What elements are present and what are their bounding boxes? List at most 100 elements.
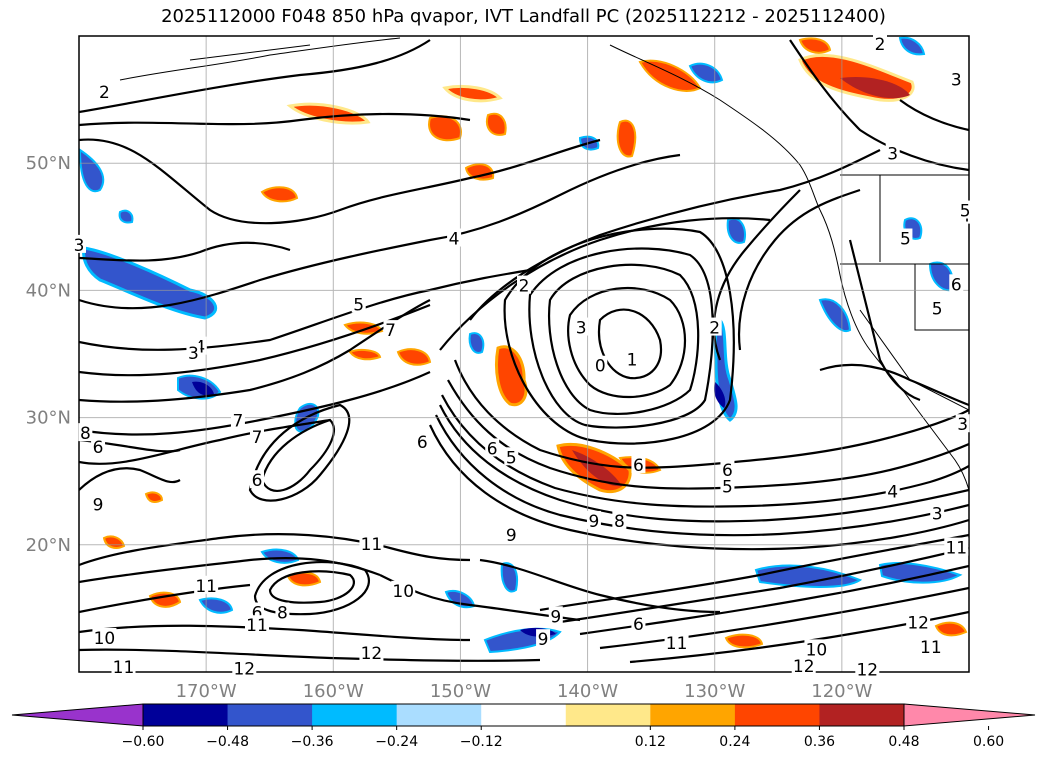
contour-label: 11	[918, 636, 943, 658]
lon-tick-label: 120°W	[811, 681, 872, 702]
contour-label-bg	[631, 454, 646, 473]
contour-label-bg	[504, 447, 519, 466]
lon-tick-label: 170°W	[176, 681, 237, 702]
contour-label-text: 6	[487, 439, 498, 459]
contour-line	[79, 112, 471, 127]
colorbar-frame	[142, 703, 905, 727]
contour-line	[453, 359, 969, 469]
contour-label-bg	[548, 606, 563, 625]
contour-label: 1	[625, 349, 640, 370]
contour-label-bg	[91, 437, 106, 456]
contour-label-bg	[958, 200, 973, 219]
contour-label-bg	[111, 657, 136, 676]
contour-label-bg	[791, 655, 816, 674]
lon-labels: 170°W 160°W 150°W 140°W 130°W 120°W	[176, 681, 873, 702]
contour-label-bg	[485, 438, 500, 457]
contour-label-bg	[351, 294, 366, 313]
warm-patch	[442, 84, 503, 103]
contour-label-bg	[359, 533, 384, 552]
contour-label-text: 12	[793, 657, 815, 677]
contour-label: 6	[631, 613, 646, 635]
contour-line	[559, 546, 969, 624]
contour-label-bg	[72, 234, 86, 253]
contour-label: 11	[664, 633, 689, 654]
lon-tick-label: 140°W	[557, 681, 618, 702]
contour-label-bg	[855, 659, 880, 678]
contour-label-bg	[230, 410, 245, 429]
contour-label-text: 1	[627, 350, 638, 370]
lat-labels: 20°N 30°N 40°N 50°N	[26, 153, 71, 556]
contour-label-text: 11	[361, 535, 383, 555]
contour-label: 2	[873, 33, 887, 55]
contour-label: 3	[930, 503, 945, 524]
contour-label: 10	[391, 580, 416, 602]
lon-tick-label: 160°W	[303, 681, 364, 702]
colorbar-tick-label: −0.36	[291, 734, 334, 750]
colorbar-bin	[396, 704, 482, 726]
contour-label: 7	[383, 320, 398, 341]
cool-patch	[898, 36, 926, 56]
contour-label: 8	[612, 510, 627, 532]
contour-label-text: 6	[93, 438, 104, 458]
contour-label-bg	[91, 494, 106, 513]
contour-label: 2	[97, 82, 112, 103]
contour-label: 10	[92, 627, 117, 649]
coast-line	[819, 209, 969, 491]
contour-label: 11	[194, 575, 219, 597]
map-frame	[78, 35, 970, 673]
contour-label: 3	[186, 343, 201, 364]
contour-label: 7	[250, 426, 264, 448]
contour-label-text: 5	[900, 230, 911, 250]
contour-label-text: 7	[252, 428, 263, 448]
contour-label-text: 5	[722, 478, 733, 498]
contour-label-text: 8	[614, 512, 625, 532]
colorbar-bin	[312, 704, 398, 726]
contour-label-bg	[447, 228, 462, 247]
contour-label-bg	[194, 575, 219, 594]
contour-label-text: 10	[806, 640, 828, 660]
contour-line	[479, 558, 721, 614]
contour-label-bg	[186, 343, 201, 361]
contour-label-text: 4	[887, 483, 898, 503]
contour-label: 11	[245, 615, 269, 636]
colorbar-tick-label: 0.12	[635, 734, 666, 750]
coast-line	[859, 309, 969, 411]
contour-label-bg	[625, 349, 640, 368]
warm-patch	[724, 633, 764, 649]
colorbar-bin	[650, 704, 736, 726]
contour-label-text: 6	[252, 471, 263, 491]
contour-label-bg	[78, 423, 93, 442]
contour-label: 8	[275, 602, 290, 623]
coast-line	[609, 44, 821, 211]
contour-label-text: 11	[945, 539, 967, 559]
contour-line	[79, 371, 431, 436]
contour-label: 6	[485, 438, 500, 459]
contour-line	[79, 39, 431, 114]
contour-label-bg	[949, 69, 964, 88]
contour-label-bg	[415, 432, 430, 451]
cool-patch	[82, 246, 218, 320]
contour-line	[79, 583, 251, 614]
contour-label-bg	[245, 615, 269, 634]
contour-label-bg	[885, 481, 900, 500]
contour-label: 6	[91, 437, 106, 458]
lon-tick-label: 130°W	[684, 681, 745, 702]
contour-label-text: 12	[907, 614, 929, 634]
contour-label: 12	[359, 643, 384, 664]
contour-label-text: 2	[875, 35, 886, 55]
contour-label-text: 5	[353, 296, 364, 316]
contour-line	[79, 303, 431, 377]
colorbar-tick-label: 0.24	[719, 734, 750, 750]
contour-label-text: 3	[74, 236, 85, 256]
contour-line	[79, 533, 471, 567]
contour-label-text: 6	[951, 275, 962, 295]
contour-label-text: 9	[589, 512, 600, 532]
contour-label-text: 3	[188, 344, 199, 364]
contour-label-bg	[631, 613, 646, 632]
colorbar-tick-label: −0.60	[122, 734, 165, 750]
contour-label-bg	[593, 355, 608, 374]
contour-label-bg	[391, 580, 416, 599]
contour-label-bg	[517, 275, 531, 294]
cool-patch	[468, 332, 485, 354]
warm-patch	[934, 621, 968, 637]
